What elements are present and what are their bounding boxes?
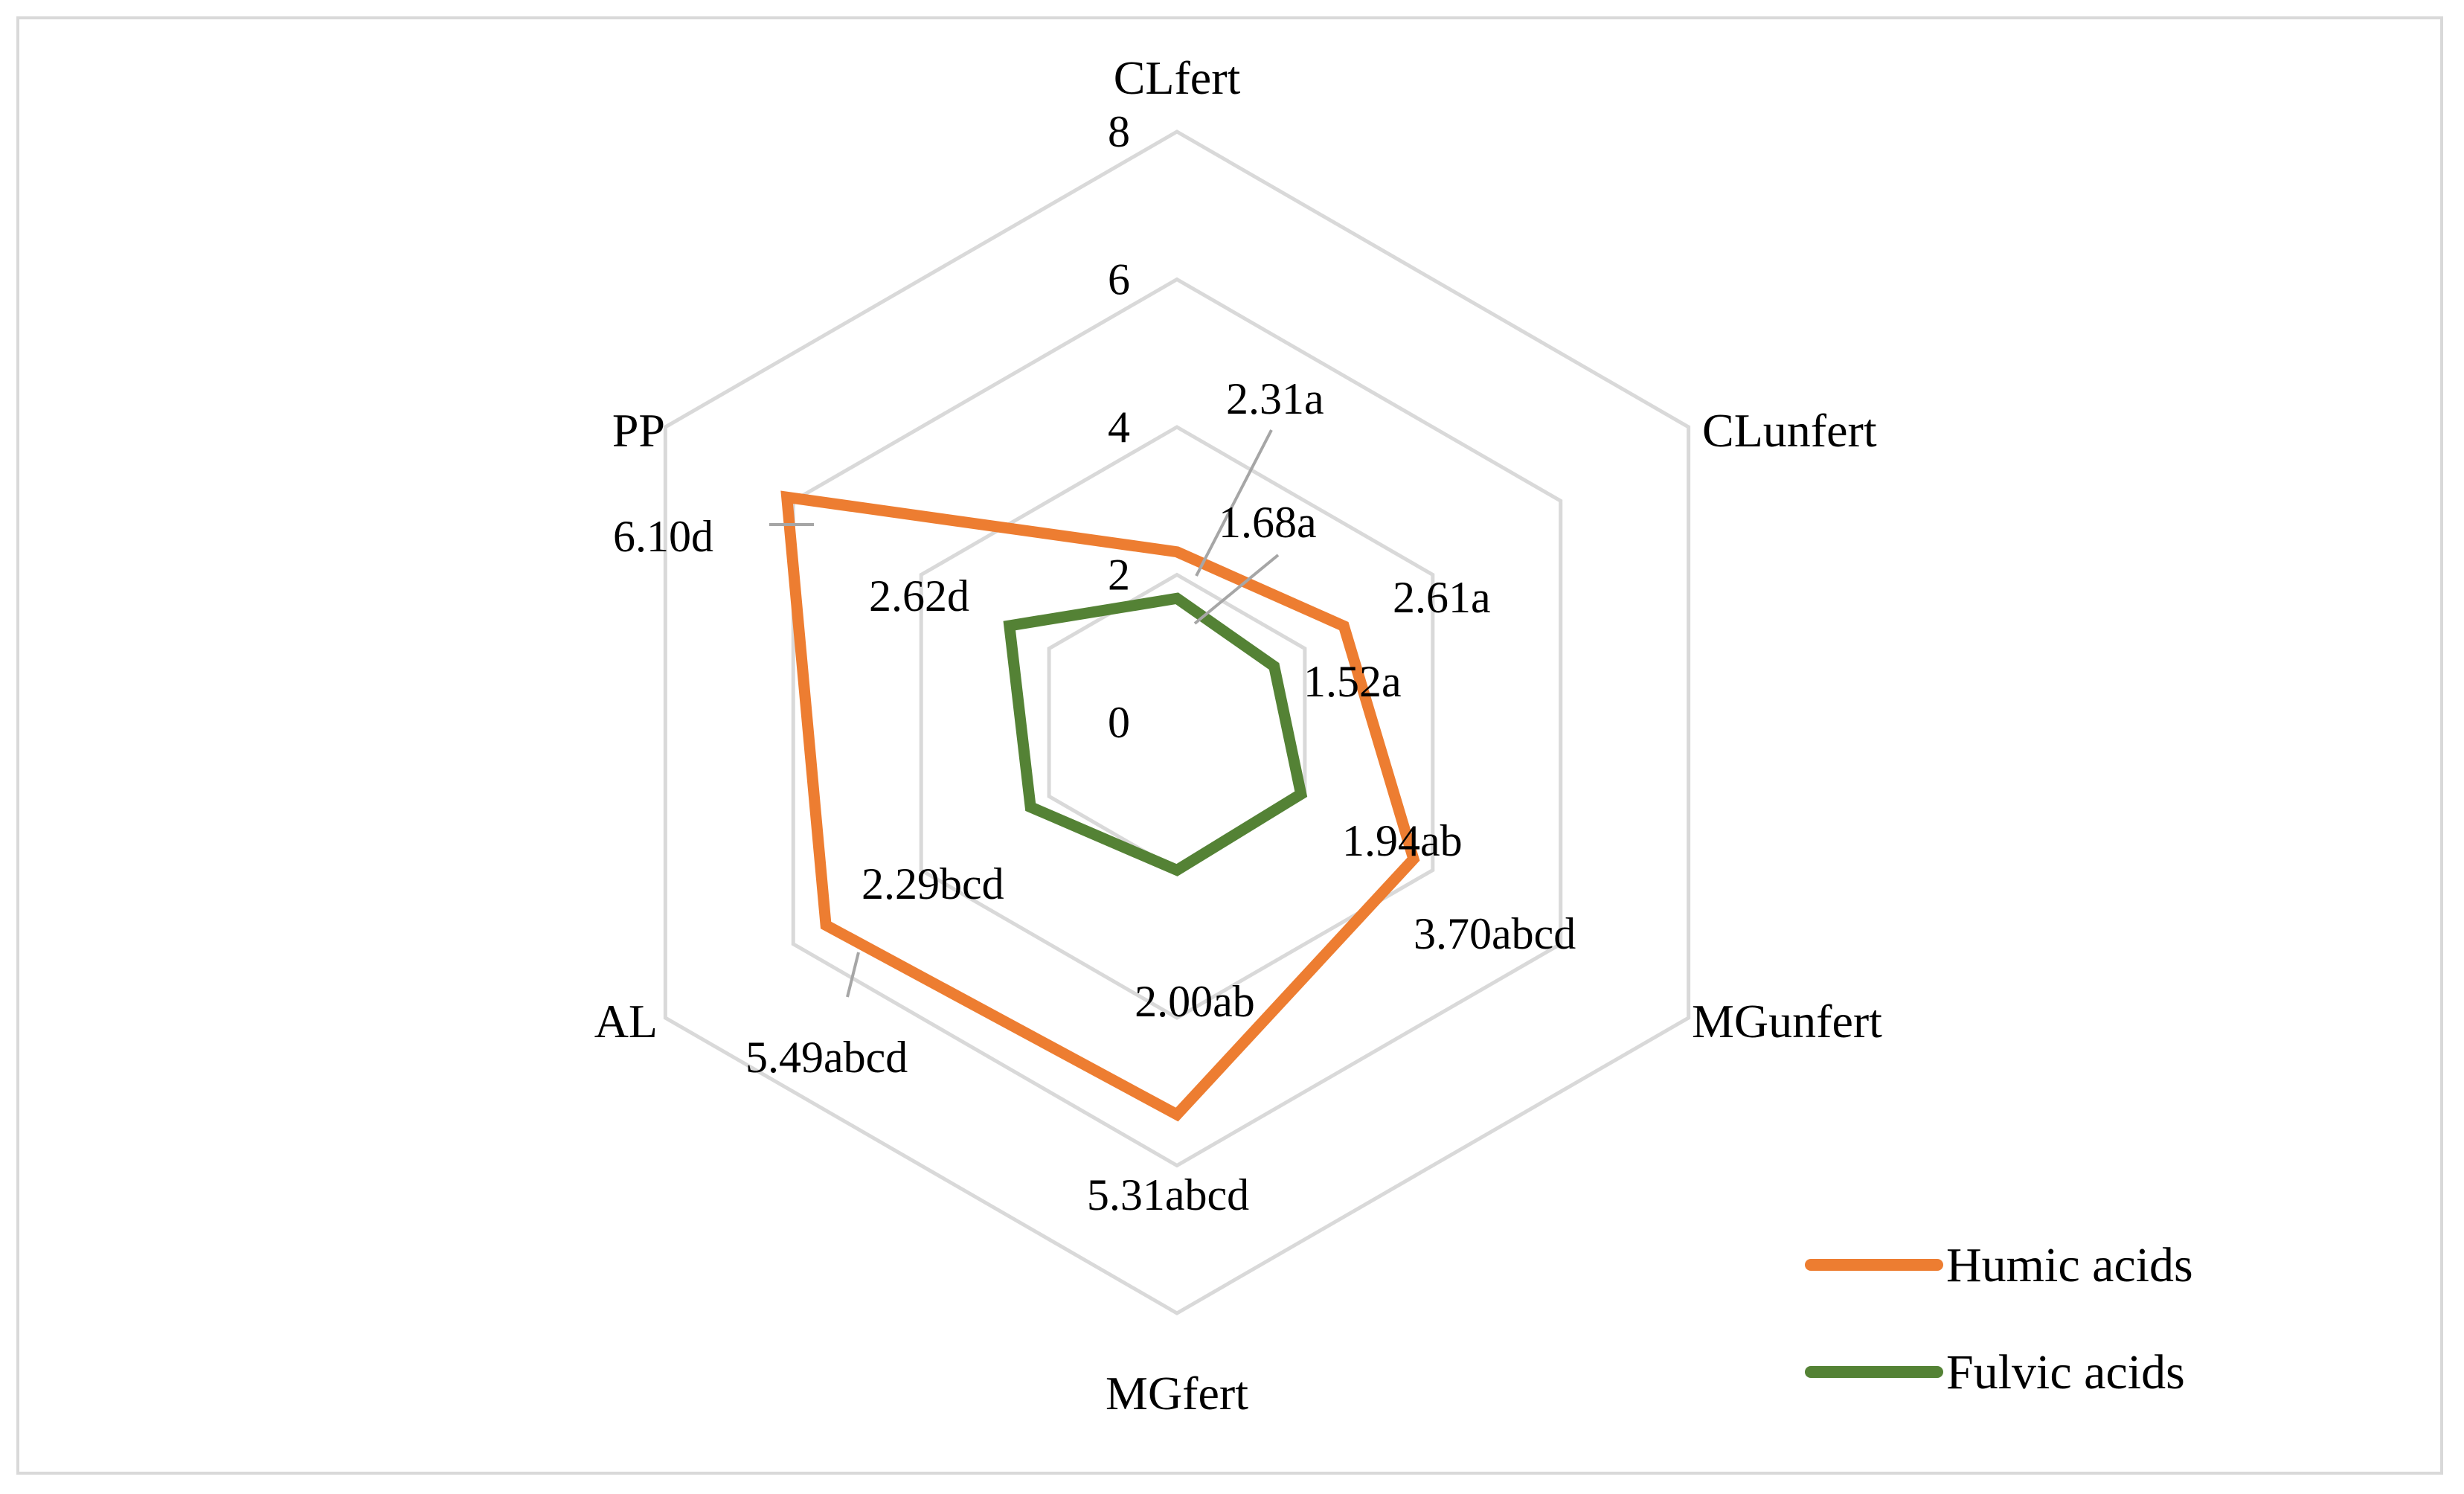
radial-tick-label: 8: [1108, 107, 1130, 156]
data-label-humic-acids-clunfert: 2.61a: [1393, 573, 1491, 622]
data-label-fulvic-acids-pp: 2.62d: [869, 571, 969, 621]
leader-line: [1195, 429, 1273, 577]
radial-tick-labels: 0 2 4 6 8: [1108, 107, 1130, 747]
data-point-humic-acids-al: [825, 924, 827, 926]
data-point-humic-acids-clunfert: [1343, 625, 1345, 627]
series-line-fulvic-acids: [1003, 592, 1308, 876]
series-lines: [780, 490, 1420, 1122]
category-label-clunfert: CLunfert: [1702, 404, 1877, 457]
data-point-humic-acids-mgunfert: [1413, 858, 1415, 860]
grid-ring-8: [663, 129, 1691, 1315]
chart-frame: CLfert CLunfert MGunfert MGfert AL PP 0 2 4 6 8 2…: [16, 16, 2443, 1475]
data-point-fulvic-acids-clunfert: [1273, 665, 1275, 667]
radar-chart: CLfert CLunfert MGunfert MGfert AL PP 0 2 4 6 8 2…: [594, 51, 2193, 1420]
category-label-mgfert: MGfert: [1106, 1367, 1248, 1420]
data-label-fulvic-acids-al: 2.29bcd: [862, 859, 1004, 908]
category-label-mgunfert: MGunfert: [1692, 995, 1882, 1048]
data-label-humic-acids-clfert: 2.31a: [1226, 374, 1324, 423]
data-label-humic-acids-mgunfert: 3.70abcd: [1414, 909, 1576, 958]
legend-label-fulvic-acids: Fulvic acids: [1946, 1345, 2185, 1400]
radial-tick-label: 6: [1108, 255, 1130, 304]
data-point-humic-acids-clfert: [1176, 551, 1178, 553]
legend-label-humic-acids: Humic acids: [1946, 1238, 2193, 1292]
category-label-pp: PP: [612, 404, 665, 457]
data-label-humic-acids-pp: 6.10d: [613, 512, 713, 561]
data-label-fulvic-acids-mgfert: 2.00ab: [1135, 977, 1255, 1026]
data-point-humic-acids-pp: [786, 496, 788, 498]
data-point-fulvic-acids-mgunfert: [1300, 793, 1302, 795]
data-label-fulvic-acids-clunfert: 1.52a: [1303, 657, 1402, 706]
data-label-fulvic-acids-mgunfert: 1.94ab: [1342, 816, 1463, 865]
leader-line: [846, 952, 860, 998]
data-label-humic-acids-mgfert: 5.31abcd: [1087, 1170, 1249, 1219]
grid-ring-6: [791, 277, 1563, 1168]
radar-grid: [663, 129, 1691, 1315]
data-label-humic-acids-al: 5.49abcd: [745, 1033, 908, 1082]
radial-tick-label: 0: [1108, 698, 1130, 747]
radial-tick-label: 4: [1108, 403, 1130, 452]
data-labels: 2.31a 2.61a 3.70abcd 5.31abcd 5.49abcd 6.10d 1…: [613, 374, 1576, 1219]
label-leader-lines: [769, 429, 1280, 998]
data-point-fulvic-acids-pp: [1008, 624, 1010, 626]
data-point-fulvic-acids-al: [1030, 806, 1032, 808]
radial-tick-label: 2: [1108, 551, 1130, 600]
data-point-humic-acids-mgfert: [1176, 1114, 1178, 1116]
data-label-fulvic-acids-clfert: 1.68a: [1219, 498, 1317, 547]
category-labels: CLfert CLunfert MGunfert MGfert AL PP: [594, 51, 1882, 1420]
category-label-al: AL: [594, 995, 658, 1048]
data-point-fulvic-acids-mgfert: [1176, 869, 1178, 871]
data-point-fulvic-acids-clfert: [1176, 597, 1178, 600]
category-label-clfert: CLfert: [1114, 51, 1241, 104]
legend: Humic acids Fulvic acids: [1805, 1238, 2193, 1400]
grid-ring-4: [919, 425, 1435, 1020]
leader-line: [1193, 554, 1280, 625]
